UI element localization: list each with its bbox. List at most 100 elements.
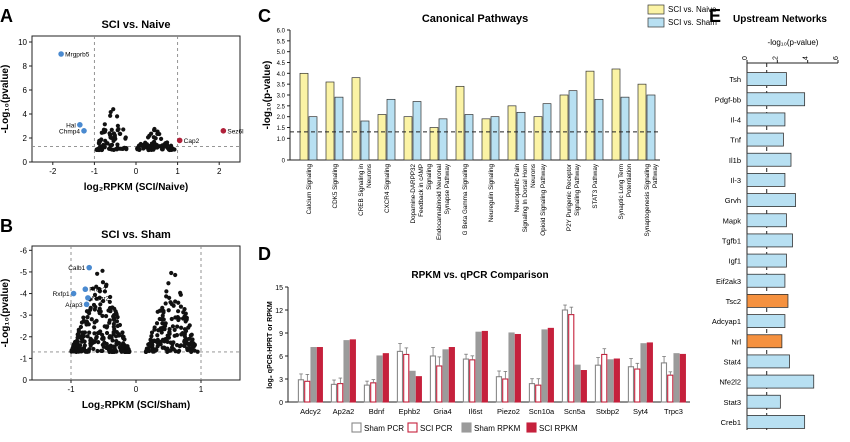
- data-point: [170, 324, 176, 329]
- y-tick-label: 1.0: [277, 137, 286, 143]
- data-point: [187, 323, 192, 328]
- upstream-networks-chart: Upstream Networks -log₁₀(p-value) 0 2 4 6 Tsh P…: [712, 14, 840, 430]
- x-tick-label: 0: [134, 167, 139, 176]
- data-point: [189, 332, 194, 337]
- volcano-chart-sham: SCI vs. Sham -1 0 1 0 -1 -2 -3 -4 -5 -6 Log₂RPKM (S…: [0, 229, 241, 411]
- labeled-point: [220, 128, 227, 134]
- bar: [316, 347, 323, 403]
- bar: [448, 347, 455, 403]
- category-label: Nrl: [731, 337, 741, 346]
- data-point: [126, 349, 131, 354]
- category-label: Piezo2: [497, 407, 520, 416]
- category-label: Creb1: [721, 418, 741, 427]
- bar: [337, 383, 344, 403]
- y-tick-label: 6: [23, 86, 28, 95]
- bar: [415, 376, 422, 403]
- bar: [464, 114, 474, 161]
- y-tick-label: 2.0: [277, 115, 286, 121]
- data-point: [91, 346, 96, 352]
- bar: [746, 193, 796, 207]
- bar: [507, 105, 517, 161]
- bar: [746, 314, 786, 328]
- category-label: Eif2ak3: [716, 277, 741, 286]
- point-label: Hal: [66, 122, 76, 129]
- category-label: Dopamine-DARPP32: [410, 164, 417, 224]
- data-point: [116, 126, 121, 132]
- bar: [640, 343, 647, 403]
- bar: [667, 374, 674, 403]
- data-point: [173, 299, 178, 304]
- labeled-point: [81, 128, 87, 134]
- point-label: Calb1: [68, 265, 85, 272]
- category-label: Bdnf: [369, 407, 385, 416]
- bar: [646, 94, 656, 161]
- data-point: [185, 346, 190, 351]
- category-label: Nfe2l2: [719, 378, 741, 387]
- category-label: Adcyap1: [712, 317, 741, 326]
- data-point: [109, 135, 114, 141]
- legend-label: Sham RPKM: [474, 424, 521, 433]
- data-point: [114, 114, 120, 119]
- y-axis-label: -Log₁₀(pvalue): [0, 65, 11, 134]
- data-point: [75, 349, 81, 354]
- bar: [634, 368, 641, 403]
- category-label: Syt4: [633, 407, 648, 416]
- data-point: [98, 302, 103, 307]
- data-point: [149, 334, 154, 339]
- y-tick-label: 5.5: [277, 39, 286, 45]
- data-point: [103, 138, 108, 143]
- data-point: [85, 315, 90, 320]
- bar: [580, 370, 587, 403]
- data-point: [174, 333, 180, 338]
- data-point: [186, 341, 191, 347]
- data-point: [86, 322, 91, 327]
- category-label: Tsc2: [726, 297, 741, 306]
- x-tick-label: 0: [742, 56, 749, 60]
- bar: [349, 339, 356, 403]
- y-tick-label: 3.0: [277, 94, 286, 100]
- data-point: [80, 330, 85, 335]
- point-label: Rxfp1: [53, 291, 70, 298]
- bar: [746, 173, 786, 187]
- bar: [535, 384, 542, 403]
- data-point: [105, 324, 110, 329]
- y-tick-label: 15: [275, 285, 283, 292]
- panel-label-b: B: [0, 216, 13, 236]
- point-label: Chmp4: [59, 128, 80, 135]
- data-point: [101, 130, 106, 135]
- category-label: Pdgf-bb: [715, 95, 741, 104]
- category-label: Tnf: [730, 136, 742, 145]
- labeled-point: [70, 290, 77, 297]
- data-point: [109, 143, 114, 148]
- data-point: [111, 344, 116, 349]
- data-point: [94, 147, 99, 152]
- bar: [455, 85, 465, 161]
- data-point: [115, 123, 120, 128]
- bar: [585, 70, 595, 161]
- data-point: [144, 142, 150, 147]
- data-point: [108, 294, 113, 300]
- legend-label: Sham PCR: [364, 424, 404, 433]
- category-label: Tgfb1: [722, 236, 741, 245]
- data-point: [171, 147, 177, 152]
- bar: [627, 366, 635, 403]
- y-tick-label: 8: [23, 62, 28, 71]
- data-point: [92, 325, 97, 330]
- data-point: [155, 337, 160, 342]
- data-point: [153, 347, 158, 352]
- category-label: Calcium Signaling: [306, 164, 313, 215]
- category-label: Ap2a2: [333, 407, 355, 416]
- data-point: [111, 107, 116, 112]
- category-label: Gria4: [433, 407, 451, 416]
- data-point: [92, 320, 97, 325]
- legend-label: SCI RPKM: [539, 424, 578, 433]
- data-point: [166, 281, 171, 286]
- x-tick-label: 2: [772, 56, 779, 60]
- bar: [429, 127, 439, 161]
- labeled-point: [176, 137, 183, 144]
- x-axis-label: log₂RPKM (SCI/Naive): [84, 182, 188, 193]
- legend-swatch: [647, 17, 665, 28]
- y-tick-label: 0: [279, 400, 283, 407]
- bar: [386, 98, 396, 161]
